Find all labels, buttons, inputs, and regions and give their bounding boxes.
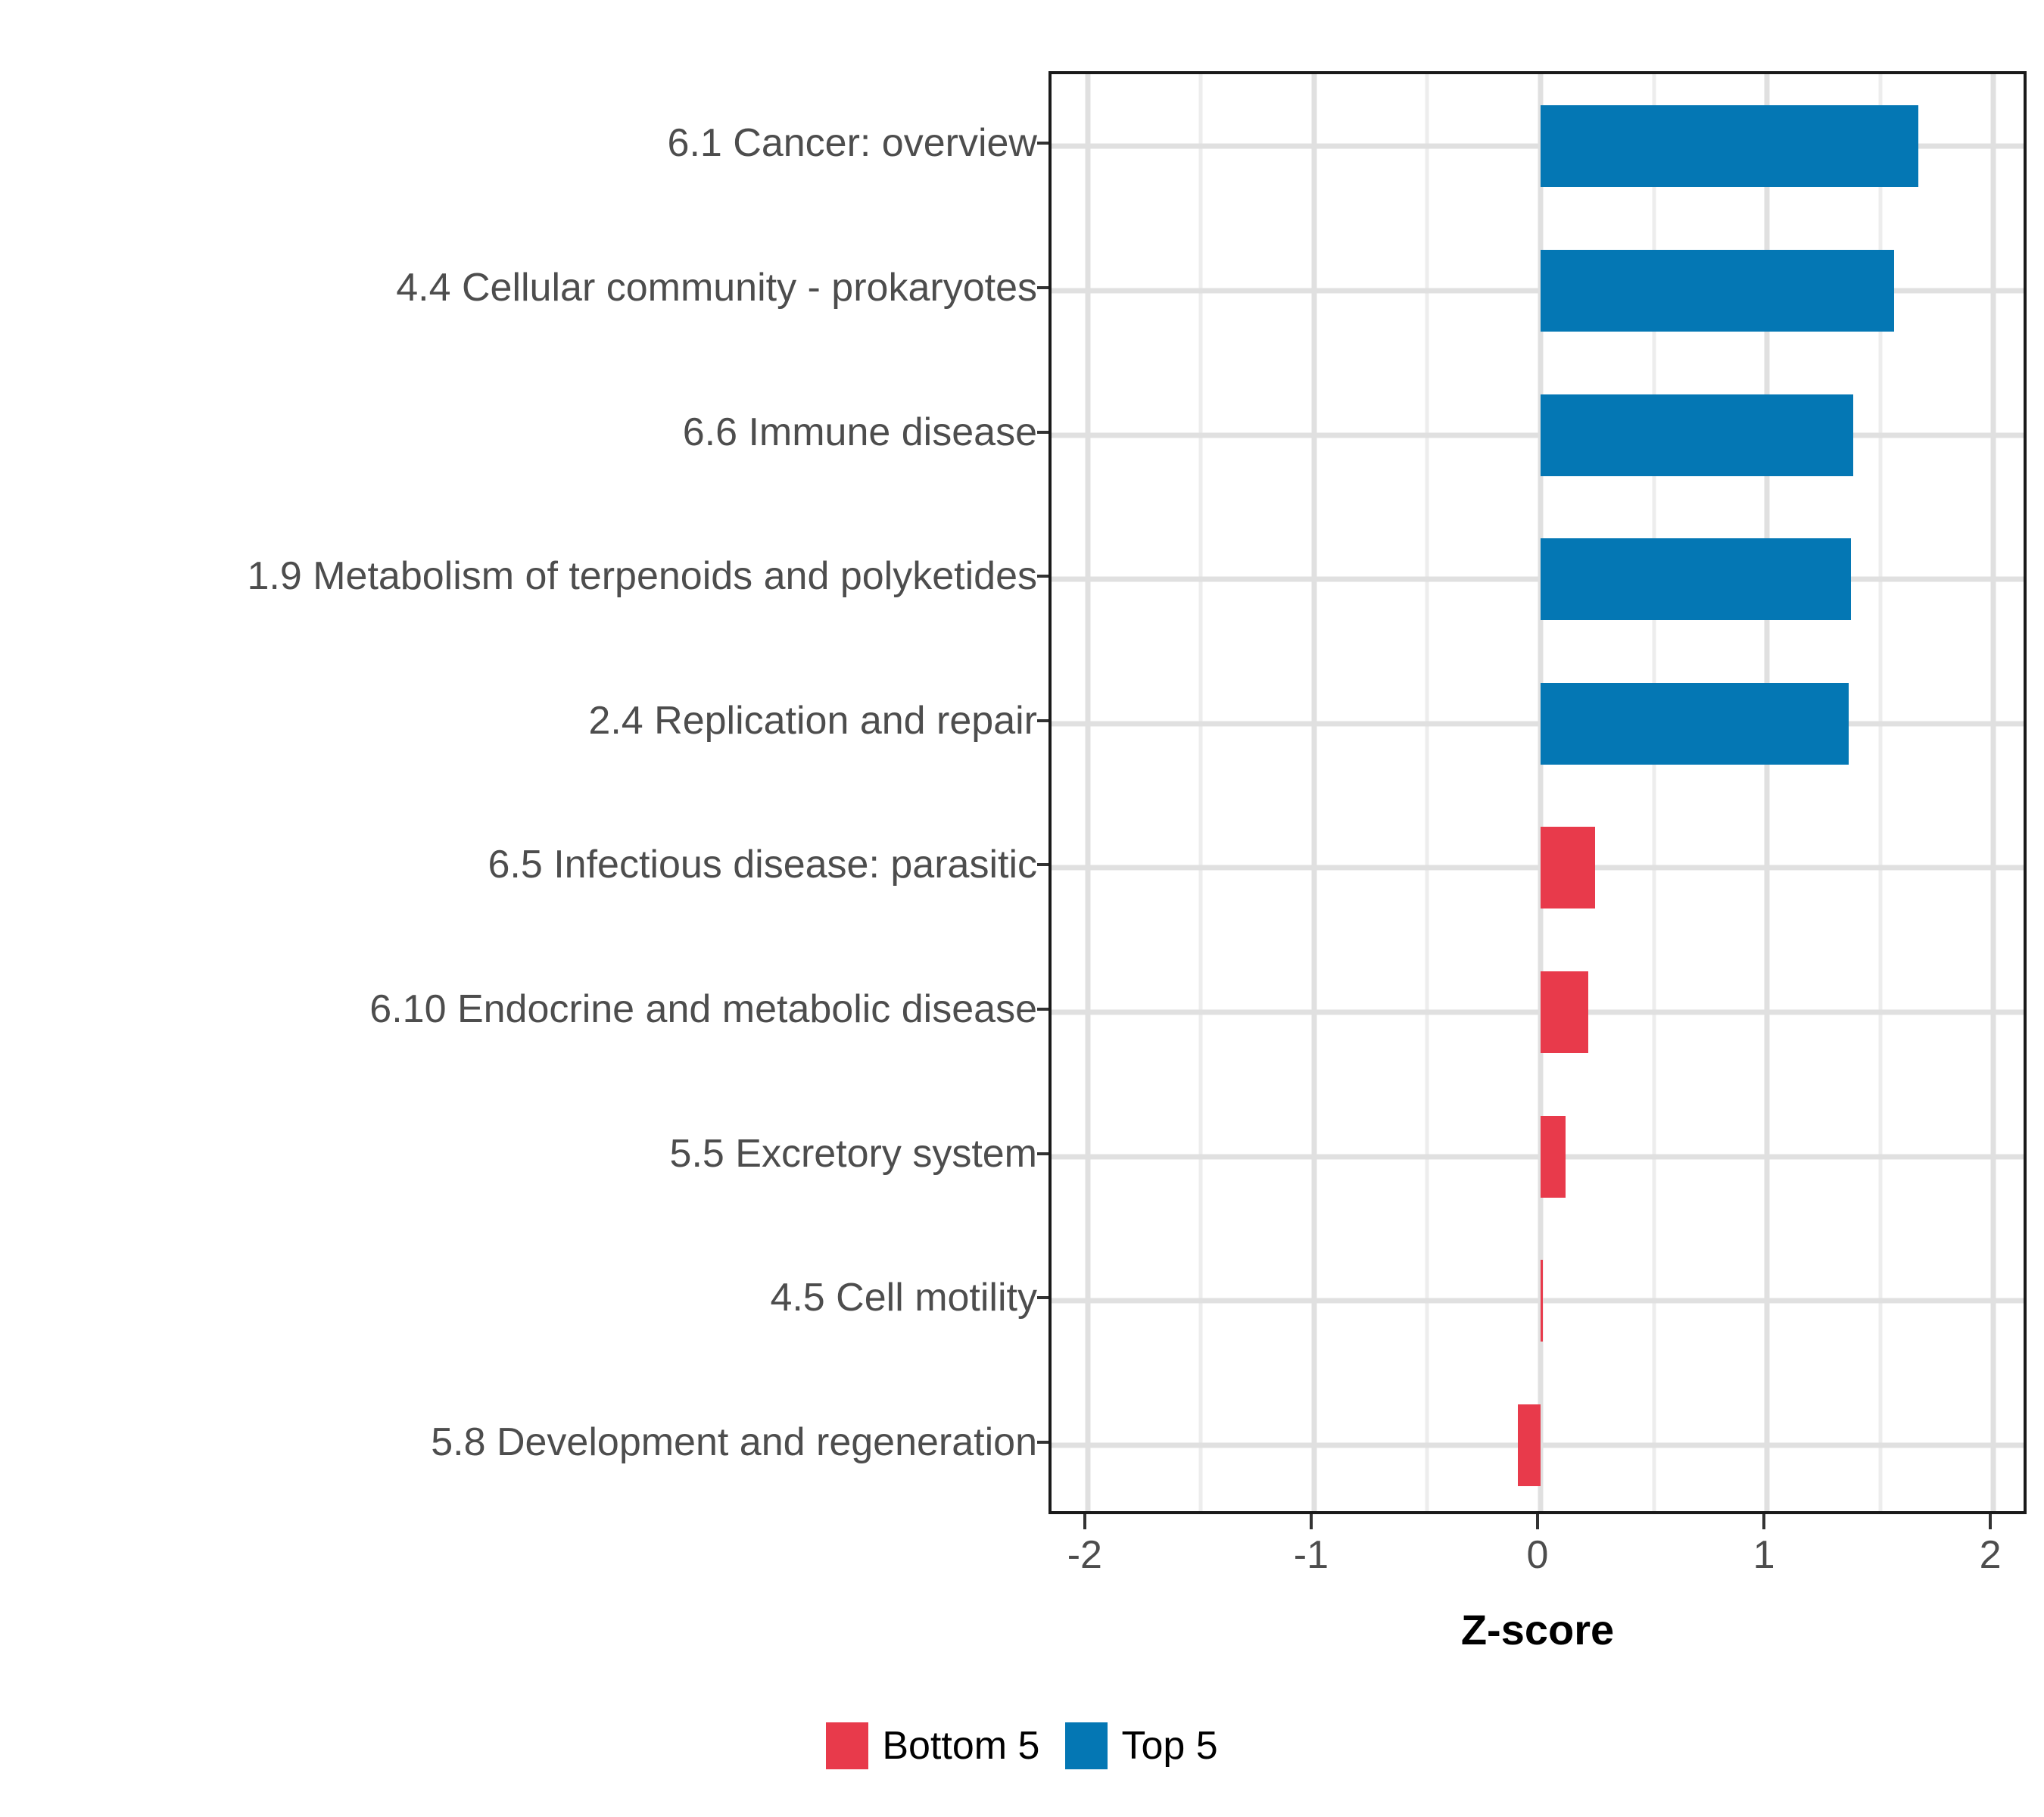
x-axis-tick-label: -1 bbox=[1293, 1533, 1329, 1577]
bar bbox=[1541, 971, 1588, 1053]
gridline-major-vertical bbox=[1990, 74, 1996, 1511]
y-axis-tick-mark bbox=[1037, 1007, 1049, 1011]
gridline-horizontal bbox=[1052, 865, 2024, 871]
gridline-horizontal bbox=[1052, 576, 2024, 582]
y-axis-tick-mark bbox=[1037, 575, 1049, 578]
y-axis-category-labels: 6.1 Cancer: overview 4.4 Cellular communi… bbox=[0, 71, 1049, 1514]
y-axis-tick-mark bbox=[1037, 1296, 1049, 1300]
y-axis-tick-label: 5.5 Excretory system bbox=[669, 1131, 1037, 1176]
x-axis-tick-label: 2 bbox=[1979, 1533, 2002, 1577]
gridline-horizontal bbox=[1052, 1298, 2024, 1304]
gridline-horizontal bbox=[1052, 288, 2024, 294]
bar bbox=[1541, 249, 1894, 332]
x-axis-tick-mark bbox=[1989, 1514, 1993, 1529]
y-axis-tick-label: 4.4 Cellular community - prokaryotes bbox=[396, 265, 1037, 310]
x-axis-title: Z-score bbox=[1460, 1606, 1615, 1653]
y-axis-tick-label: 6.5 Infectious disease: parasitic bbox=[488, 843, 1037, 887]
gridline-minor-vertical bbox=[1425, 74, 1429, 1511]
legend-label: Bottom 5 bbox=[882, 1724, 1040, 1768]
gridline-major-vertical bbox=[1538, 74, 1544, 1511]
gridline-minor-vertical bbox=[1652, 74, 1656, 1511]
y-axis-tick-label: 5.8 Development and regeneration bbox=[431, 1420, 1037, 1464]
y-axis-tick-mark bbox=[1037, 718, 1049, 722]
y-axis-tick-mark bbox=[1037, 430, 1049, 434]
bar bbox=[1541, 538, 1851, 621]
gridline-minor-vertical bbox=[1878, 74, 1883, 1511]
bar bbox=[1518, 1404, 1541, 1486]
legend-color-swatch bbox=[826, 1722, 869, 1769]
y-axis-tick-label: 2.4 Replication and repair bbox=[588, 698, 1037, 743]
y-axis-tick-mark bbox=[1037, 142, 1049, 145]
legend-item[interactable]: Bottom 5 bbox=[826, 1722, 1039, 1769]
x-axis-tick-label: -2 bbox=[1067, 1533, 1102, 1577]
x-axis: -2 -1 0 1 2 bbox=[1048, 1514, 2027, 1613]
bar bbox=[1541, 682, 1849, 765]
gridline-horizontal bbox=[1052, 1154, 2024, 1159]
x-axis-tick-mark bbox=[1762, 1514, 1766, 1529]
legend-color-swatch bbox=[1065, 1722, 1108, 1769]
x-axis-tick-mark bbox=[1309, 1514, 1313, 1529]
gridline-horizontal bbox=[1052, 432, 2024, 438]
gridline-horizontal bbox=[1052, 143, 2024, 149]
y-axis-tick-label: 6.1 Cancer: overview bbox=[667, 121, 1037, 166]
gridline-horizontal bbox=[1052, 1009, 2024, 1015]
gridline-minor-vertical bbox=[1198, 74, 1203, 1511]
bar bbox=[1541, 1115, 1566, 1198]
bar bbox=[1541, 1260, 1543, 1342]
y-axis-tick-mark bbox=[1037, 1152, 1049, 1155]
x-axis-tick-label: 0 bbox=[1526, 1533, 1549, 1577]
plot-panel bbox=[1048, 71, 2027, 1514]
gridline-major-vertical bbox=[1311, 74, 1317, 1511]
gridline-horizontal bbox=[1052, 721, 2024, 727]
y-axis-tick-mark bbox=[1037, 285, 1049, 289]
x-axis-tick-label: 1 bbox=[1753, 1533, 1775, 1577]
y-axis-tick-label: 6.10 Endocrine and metabolic disease bbox=[369, 986, 1037, 1031]
y-axis-tick-mark bbox=[1037, 1440, 1049, 1444]
legend-item[interactable]: Top 5 bbox=[1065, 1722, 1218, 1769]
y-axis-tick-label: 1.9 Metabolism of terpenoids and polyket… bbox=[247, 554, 1037, 599]
bar bbox=[1541, 394, 1853, 476]
bar bbox=[1541, 827, 1595, 909]
y-axis-tick-mark bbox=[1037, 863, 1049, 867]
x-axis-tick-mark bbox=[1536, 1514, 1539, 1529]
legend-label: Top 5 bbox=[1121, 1724, 1218, 1768]
legend: Bottom 5 Top 5 bbox=[0, 1722, 2044, 1769]
y-axis-tick-label: 4.5 Cell motility bbox=[770, 1276, 1037, 1320]
y-axis-tick-label: 6.6 Immune disease bbox=[682, 410, 1037, 454]
gridline-major-vertical bbox=[1085, 74, 1091, 1511]
x-axis-tick-mark bbox=[1083, 1514, 1086, 1529]
gridline-major-vertical bbox=[1764, 74, 1770, 1511]
bar bbox=[1541, 105, 1919, 188]
